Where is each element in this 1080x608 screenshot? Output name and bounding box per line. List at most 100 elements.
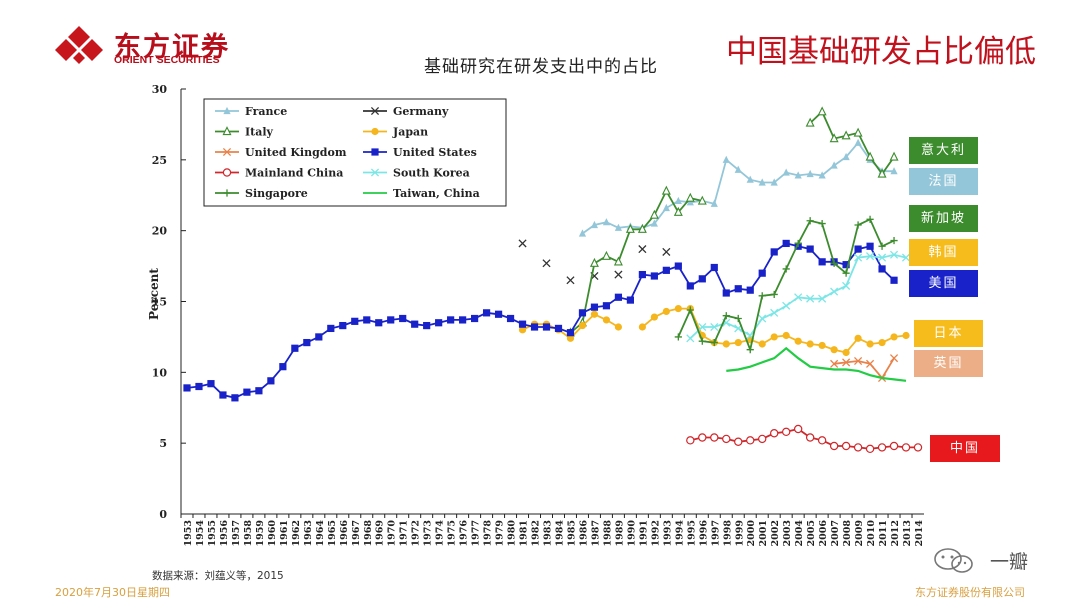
wechat-watermark: 一瓣 [930, 545, 1050, 577]
data-point [650, 219, 658, 227]
x-tick-label: 1970 [387, 520, 398, 547]
y-tick-label: 15 [152, 296, 167, 309]
data-point [758, 340, 766, 348]
legend-label: United Kingdom [245, 146, 347, 159]
data-point [494, 310, 503, 318]
data-point [829, 441, 839, 451]
legend-marker [223, 106, 231, 115]
x-tick-label: 1999 [734, 520, 745, 547]
data-point [877, 168, 887, 178]
x-tick-label: 1958 [243, 520, 254, 547]
data-point [890, 236, 898, 245]
legend-label: United States [393, 146, 477, 159]
data-point [866, 242, 874, 250]
x-tick-label: 2012 [890, 520, 901, 546]
data-point [459, 316, 467, 324]
data-point [830, 346, 838, 354]
data-point [901, 443, 911, 452]
series-germany [518, 239, 671, 285]
x-tick-label: 1993 [662, 520, 673, 546]
data-point [794, 293, 803, 302]
data-point [758, 434, 767, 444]
series-layer [183, 106, 923, 454]
x-tick-label: 2001 [758, 520, 769, 546]
series-mainland-china [686, 424, 923, 454]
x-tick-label: 1972 [411, 520, 422, 546]
data-point [889, 151, 899, 161]
series-united-kingdom [830, 354, 899, 383]
data-point [782, 331, 790, 340]
data-point [662, 307, 670, 316]
data-point [854, 356, 863, 366]
legend-marker [370, 106, 380, 116]
x-tick-label: 1966 [339, 520, 350, 547]
data-point [853, 443, 863, 452]
data-point [387, 316, 395, 324]
data-point [566, 334, 575, 342]
series-france [578, 138, 898, 237]
legend-marker [370, 168, 380, 177]
data-point [841, 441, 851, 451]
data-point [722, 434, 731, 444]
data-point [650, 313, 658, 321]
legend-marker [222, 126, 232, 136]
series-singapore [674, 215, 898, 354]
data-point [805, 433, 815, 442]
x-tick-label: 2004 [794, 520, 805, 547]
data-point [626, 296, 634, 304]
data-point [710, 338, 718, 347]
legend-label: Singapore [245, 187, 308, 200]
y-tick-label: 25 [152, 154, 167, 167]
x-tick-label: 1997 [710, 520, 721, 546]
data-point [710, 433, 719, 442]
x-tick-label: 1995 [686, 520, 697, 546]
data-point [447, 316, 455, 324]
data-point [506, 314, 515, 323]
data-point [662, 203, 670, 212]
x-tick-label: 1981 [519, 520, 530, 546]
data-point [686, 198, 694, 206]
data-point [758, 178, 766, 186]
data-point [685, 192, 695, 202]
series-line [569, 189, 703, 334]
x-tick-label: 1992 [650, 520, 661, 546]
data-point [650, 272, 658, 280]
data-point [542, 323, 551, 331]
x-tick-label: 2008 [842, 520, 853, 547]
legend-label: Japan [392, 126, 428, 139]
x-tick-label: 1984 [554, 520, 565, 547]
watermark-text: 一瓣 [990, 551, 1029, 573]
x-tick-label: 1960 [267, 520, 278, 547]
x-tick-label: 1990 [626, 520, 637, 547]
data-point [842, 269, 850, 277]
data-point [327, 324, 335, 333]
x-tick-label: 1954 [195, 520, 206, 547]
data-point [423, 321, 431, 330]
data-point [818, 171, 826, 179]
data-point [877, 253, 887, 262]
footer-date: 2020年7月30日星期四 [55, 586, 170, 599]
data-point [854, 138, 862, 146]
x-tick-label: 1977 [471, 520, 482, 546]
series-taiwan-china [726, 346, 907, 382]
x-tick-label: 1983 [543, 520, 554, 546]
data-point [830, 287, 839, 296]
data-point [853, 127, 863, 137]
legend-marker [222, 147, 232, 157]
data-point [782, 265, 790, 273]
data-point [758, 269, 766, 277]
data-point [746, 436, 755, 445]
country-tag: 韩国 [909, 239, 978, 266]
data-point [734, 314, 742, 323]
data-point [854, 334, 862, 342]
data-point [841, 130, 851, 140]
data-point [530, 323, 539, 331]
x-tick-label: 1996 [698, 520, 709, 547]
data-point [339, 321, 347, 330]
data-point [794, 239, 802, 248]
data-point [782, 168, 790, 176]
legend-marker [371, 127, 379, 136]
data-point [351, 317, 359, 325]
data-point [734, 437, 743, 446]
data-point [554, 324, 563, 333]
